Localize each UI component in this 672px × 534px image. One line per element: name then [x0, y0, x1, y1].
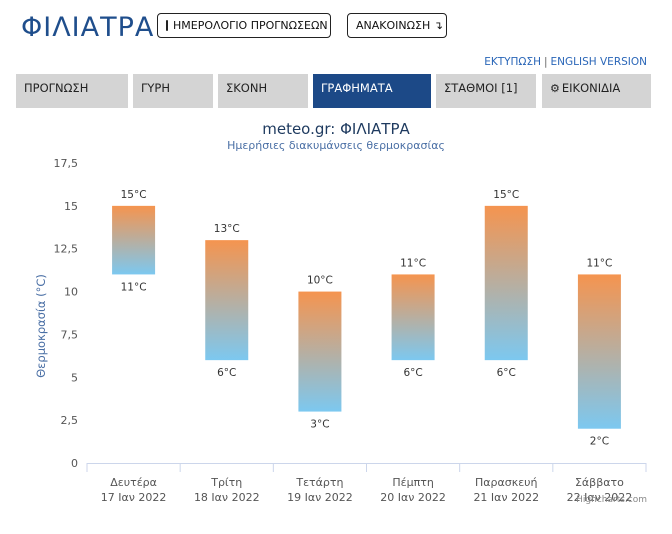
temperature-chart: meteo.gr: ΦΙΛΙΑΤΡΑ Ημερήσιες διακυμάνσει… — [0, 112, 672, 512]
x-tick-label-day: Τετάρτη — [295, 476, 343, 489]
x-tick-label-day: Σάββατο — [575, 476, 624, 489]
gear-icon: ⚙ — [550, 82, 560, 95]
site-title[interactable]: ΦΙΛΙΑΤΡΑ — [21, 12, 155, 43]
chart-subtitle: Ημερήσιες διακυμάνσεις θερμοκρασίας — [227, 139, 445, 152]
announcement-label: ΑΝΑΚΟΙΝΩΣΗ ↴ — [356, 19, 443, 32]
y-tick-label: 17,5 — [54, 157, 79, 170]
y-tick-label: 15 — [64, 200, 78, 213]
max-temp-label: 13°C — [214, 223, 240, 235]
max-temp-label: 10°C — [307, 275, 333, 287]
y-tick-label: 12,5 — [54, 243, 79, 256]
min-temp-label: 11°C — [121, 281, 147, 293]
tab-pollen[interactable]: ΓΥΡΗ — [133, 74, 213, 108]
english-version-link[interactable]: ENGLISH VERSION — [550, 56, 647, 68]
max-temp-label: 11°C — [586, 257, 612, 269]
max-temp-label: 11°C — [400, 257, 426, 269]
forecast-calendar-button[interactable]: ΗΜΕΡΟΛΟΓΙΟ ΠΡΟΓΝΩΣΕΩΝ — [157, 13, 331, 38]
y-tick-label: 0 — [71, 457, 78, 470]
y-tick-label: 7,5 — [61, 328, 79, 341]
temperature-range-bar — [391, 274, 435, 361]
x-tick-label-date: 19 Ιαν 2022 — [287, 491, 353, 504]
tab-charts[interactable]: ΓΡΑΦΗΜΑΤΑ — [313, 74, 431, 108]
tab-widgets-label: ΕΙΚΟΝΙΔΙΑ — [561, 81, 621, 95]
x-tick-label-date: 18 Ιαν 2022 — [194, 491, 260, 504]
tab-charts-label: ΓΡΑΦΗΜΑΤΑ — [321, 81, 393, 95]
print-link[interactable]: ΕΚΤΥΠΩΣΗ — [484, 56, 541, 68]
tab-forecast-label: ΠΡΟΓΝΩΣΗ — [24, 81, 89, 95]
x-tick-label-day: Δευτέρα — [110, 476, 157, 489]
announcement-button[interactable]: ΑΝΑΚΟΙΝΩΣΗ ↴ — [347, 13, 447, 38]
temperature-range-bar — [484, 205, 528, 361]
x-tick-label-date: 20 Ιαν 2022 — [380, 491, 446, 504]
temperature-range-bar — [112, 205, 156, 275]
tab-widgets[interactable]: ⚙ ΕΙΚΟΝΙΔΙΑ — [542, 74, 651, 108]
x-tick-label-date: 22 Ιαν 2022 — [567, 491, 633, 504]
y-tick-label: 5 — [71, 371, 78, 384]
link-separator: | — [543, 56, 548, 68]
tab-pollen-label: ΓΥΡΗ — [141, 81, 171, 95]
temperature-range-bar — [205, 240, 249, 361]
calendar-icon — [166, 20, 168, 31]
min-temp-label: 6°C — [403, 367, 422, 379]
tab-forecast[interactable]: ΠΡΟΓΝΩΣΗ — [16, 74, 128, 108]
tab-stations[interactable]: ΣΤΑΘΜΟΙ [1] — [436, 74, 536, 108]
temperature-range-bar — [298, 291, 342, 412]
x-tick-label-day: Τρίτη — [210, 476, 242, 489]
chart-svg: meteo.gr: ΦΙΛΙΑΤΡΑ Ημερήσιες διακυμάνσει… — [34, 120, 647, 504]
tab-dust-label: ΣΚΟΝΗ — [226, 81, 268, 95]
x-tick-label-day: Πέμπτη — [392, 476, 433, 489]
tab-dust[interactable]: ΣΚΟΝΗ — [218, 74, 308, 108]
chart-title: meteo.gr: ΦΙΛΙΑΤΡΑ — [262, 120, 410, 138]
x-tick-label-date: 17 Ιαν 2022 — [101, 491, 167, 504]
y-tick-label: 2,5 — [61, 414, 79, 427]
max-temp-label: 15°C — [121, 189, 147, 201]
y-axis-title: Θερμοκρασία (°C) — [34, 274, 48, 378]
tab-stations-label: ΣΤΑΘΜΟΙ [1] — [444, 81, 518, 95]
max-temp-label: 15°C — [493, 189, 519, 201]
min-temp-label: 6°C — [497, 367, 516, 379]
x-tick-label-day: Παρασκευή — [475, 476, 538, 489]
temperature-range-bar — [577, 274, 621, 429]
highcharts-credit[interactable]: Highcharts.com — [576, 495, 647, 505]
top-links: ΕΚΤΥΠΩΣΗ | ENGLISH VERSION — [484, 56, 647, 68]
min-temp-label: 2°C — [590, 436, 609, 448]
forecast-calendar-label: ΗΜΕΡΟΛΟΓΙΟ ΠΡΟΓΝΩΣΕΩΝ — [173, 19, 328, 32]
y-tick-label: 10 — [64, 286, 78, 299]
min-temp-label: 6°C — [217, 367, 236, 379]
min-temp-label: 3°C — [310, 419, 329, 431]
x-tick-label-date: 21 Ιαν 2022 — [473, 491, 539, 504]
